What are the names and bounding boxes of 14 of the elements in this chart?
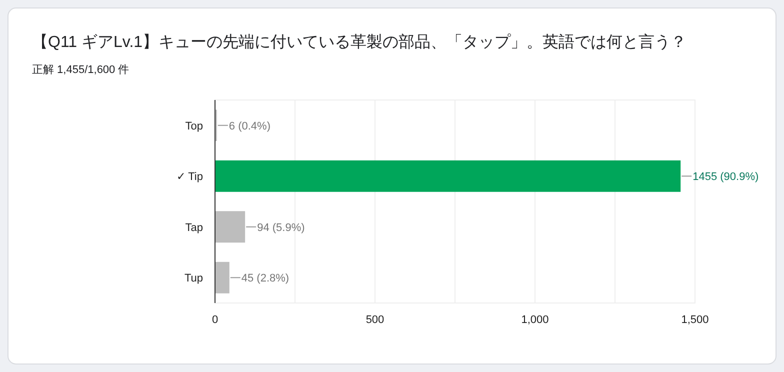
value-label: 94 (5.9%)	[257, 222, 305, 234]
title: 【Q11 ギアLv.1】キューの先端に付いている革製の部品、「タップ」。英語では何と言う？	[32, 34, 687, 51]
xtick: 500	[366, 314, 384, 326]
xtick: 0	[212, 314, 218, 326]
value-label: 45 (2.8%)	[241, 272, 290, 285]
value-label: 1455 (90.9%)	[692, 171, 759, 184]
category: Top	[185, 120, 203, 132]
subtitle: 正解 1,455/1,600 件	[32, 64, 130, 76]
xtick: 1,500	[681, 314, 709, 326]
xtick: 1,000	[521, 314, 549, 326]
category: ✓ Tip	[176, 171, 203, 184]
category: Tup	[184, 272, 203, 285]
value-label: 6 (0.4%)	[228, 120, 270, 132]
category: Tap	[185, 222, 203, 234]
